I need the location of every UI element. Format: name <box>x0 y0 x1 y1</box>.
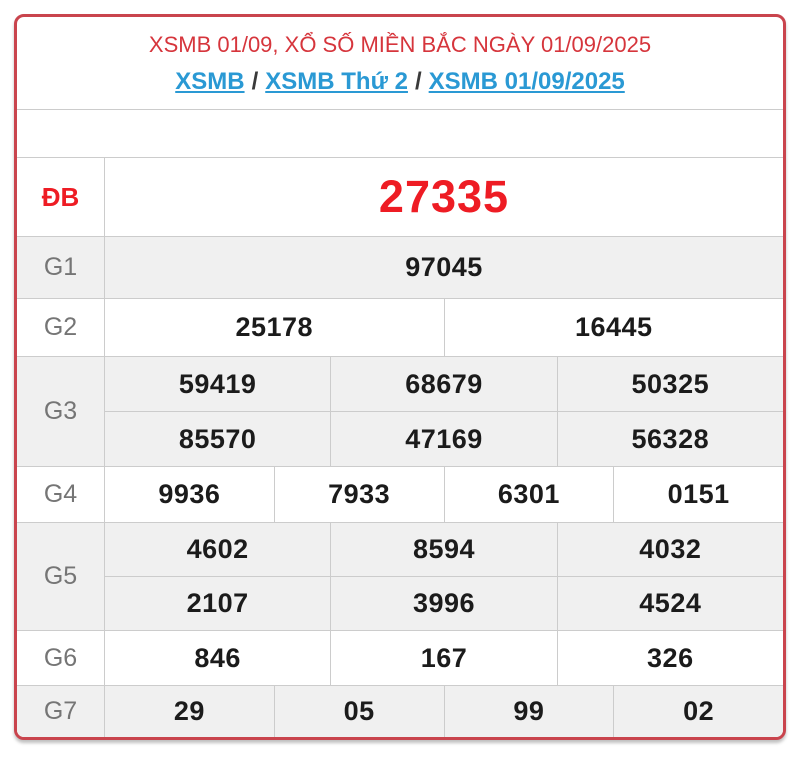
prize-value: 27335 <box>378 171 510 223</box>
breadcrumb-separator: / <box>251 68 259 96</box>
prize-value: 05 <box>273 686 444 738</box>
prize-value: 167 <box>330 631 556 686</box>
prize-row-g7: G7 29 05 99 02 <box>17 685 783 738</box>
prize-row-g6: G6 846 167 326 <box>17 630 783 686</box>
prize-value: 3996 <box>330 577 556 631</box>
prize-value: 2107 <box>186 588 249 619</box>
prize-label-g5: G5 <box>17 523 105 631</box>
prize-value: 4602 <box>186 534 249 565</box>
prize-value: 29 <box>173 696 205 727</box>
prize-label-g4: G4 <box>17 467 105 523</box>
prize-value: 02 <box>613 686 783 738</box>
prize-value: 6301 <box>443 467 614 523</box>
prize-row-g1: G1 97045 <box>17 236 783 299</box>
breadcrumb-link-xsmb-date[interactable]: XSMB 01/09/2025 <box>428 68 625 96</box>
breadcrumb: XSMB / XSMB Thứ 2/XSMB 01/09/2025 <box>25 67 775 97</box>
prize-value: 25178 <box>235 312 314 343</box>
prize-value: 97045 <box>405 252 483 283</box>
prize-value: 16445 <box>443 299 784 357</box>
prize-value: 8594 <box>330 523 556 577</box>
prize-value: 326 <box>556 631 783 686</box>
prize-label-g1: G1 <box>17 237 105 299</box>
prize-value: 99 <box>443 686 614 738</box>
results-card: XSMB 01/09, XỔ SỐ MIỀN BẮC NGÀY 01/09/20… <box>14 14 786 741</box>
prize-value: 7933 <box>273 467 444 523</box>
breadcrumb-link-xsmb[interactable]: XSMB <box>175 68 245 96</box>
prize-label-g3: G3 <box>17 357 105 467</box>
prize-row-db: ĐB 27335 <box>17 158 783 237</box>
prize-value: 0151 <box>613 467 783 523</box>
card-header: XSMB 01/09, XỔ SỐ MIỀN BẮC NGÀY 01/09/20… <box>17 17 783 111</box>
prize-value: 85570 <box>178 423 257 454</box>
prize-value: 50325 <box>556 357 783 412</box>
prize-label-g7: G7 <box>17 686 105 738</box>
prize-value: 59419 <box>178 368 257 399</box>
prize-label-db: ĐB <box>17 158 105 237</box>
prize-row-g2: G2 25178 16445 <box>17 298 784 357</box>
prize-value: 9936 <box>158 479 221 510</box>
breadcrumb-separator: / <box>414 68 422 96</box>
results-table: ĐB 27335 G1 97045 G2 25178 16445 G3 <box>17 158 784 738</box>
empty-header-row <box>17 110 783 159</box>
breadcrumb-link-xsmb-thu2[interactable]: XSMB Thứ 2 <box>265 68 408 96</box>
prize-value: 4032 <box>556 523 783 577</box>
prize-row-g3: G3 59419 68679 50325 85570 47169 56328 <box>17 356 783 467</box>
prize-value: 4524 <box>556 577 783 631</box>
prize-label-g2: G2 <box>17 299 105 357</box>
page-title: XSMB 01/09, XỔ SỐ MIỀN BẮC NGÀY 01/09/20… <box>148 32 652 57</box>
prize-value: 47169 <box>330 412 556 467</box>
prize-label-g6: G6 <box>17 631 105 686</box>
prize-value: 846 <box>194 642 241 673</box>
prize-row-g5: G5 4602 8594 4032 2107 3996 4524 <box>17 522 783 631</box>
prize-row-g4: G4 9936 7933 6301 0151 <box>17 466 783 523</box>
prize-value: 56328 <box>556 412 783 467</box>
prize-value: 68679 <box>330 357 556 412</box>
